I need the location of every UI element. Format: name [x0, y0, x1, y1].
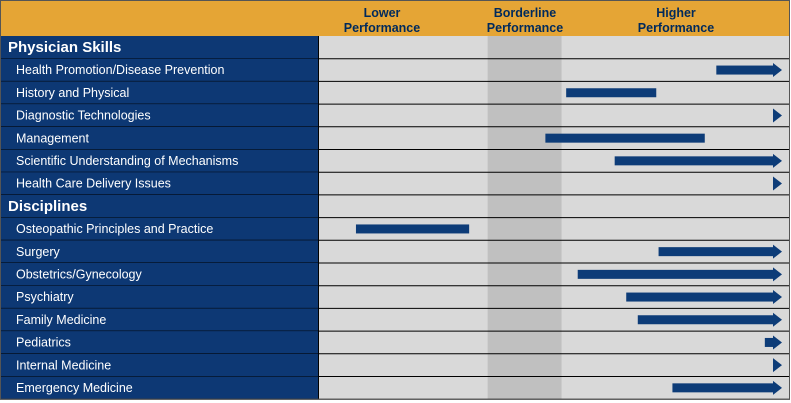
- row-label-cell: [0, 172, 318, 195]
- performance-bar: [672, 383, 773, 393]
- row-label: Management: [16, 131, 89, 145]
- performance-bar: [658, 247, 773, 257]
- section-title: Physician Skills: [8, 39, 121, 56]
- header-bar: [0, 0, 790, 36]
- row-label: Psychiatry: [16, 290, 74, 304]
- header-column-line2: Performance: [344, 21, 420, 35]
- arrow-head: [773, 63, 782, 78]
- row-label-cell: [0, 285, 318, 309]
- row-label-cell: [0, 58, 318, 82]
- row-label: Scientific Understanding of Mechanisms: [16, 154, 238, 168]
- row-label-cell: [0, 81, 318, 105]
- arrow-head: [773, 290, 782, 305]
- arrow-head: [773, 244, 782, 259]
- performance-bar: [626, 292, 773, 302]
- header-column-line1: Borderline: [494, 6, 557, 20]
- row-label: Osteopathic Principles and Practice: [16, 222, 213, 236]
- row-label: Family Medicine: [16, 313, 106, 327]
- row-label-cell: [0, 353, 318, 377]
- row-label-cell: [0, 331, 318, 354]
- row-label: Health Care Delivery Issues: [16, 177, 171, 191]
- arrow-head: [773, 108, 782, 123]
- row-label: Internal Medicine: [16, 358, 111, 372]
- row-label: Emergency Medicine: [16, 381, 133, 395]
- header-column-line1: Higher: [656, 6, 696, 20]
- row-label-cell: [0, 149, 318, 173]
- performance-bar: [614, 156, 773, 166]
- performance-bar: [355, 224, 470, 234]
- row-label-cell: [0, 308, 318, 332]
- header-column-line1: Lower: [364, 6, 401, 20]
- arrow-head: [773, 267, 782, 282]
- row-label: Health Promotion/Disease Prevention: [16, 63, 224, 77]
- arrow-head: [773, 358, 782, 373]
- header-column-line2: Performance: [487, 21, 563, 35]
- performance-bar: [716, 65, 773, 75]
- arrow-head: [773, 153, 782, 168]
- performance-bar: [566, 88, 657, 98]
- arrow-head: [773, 380, 782, 395]
- row-label: Pediatrics: [16, 336, 71, 350]
- row-label-cell: [0, 263, 318, 286]
- row-label: History and Physical: [16, 86, 129, 100]
- row-label-cell: [0, 104, 318, 127]
- performance-bar: [545, 133, 705, 143]
- section-header-cell: [0, 36, 318, 59]
- row-label: Diagnostic Technologies: [16, 109, 151, 123]
- arrow-head: [773, 312, 782, 327]
- row-label-cell: [0, 240, 318, 263]
- row-label-cell: [0, 126, 318, 150]
- section-title: Disciplines: [8, 198, 87, 215]
- arrow-head: [773, 176, 782, 191]
- performance-bar: [764, 337, 773, 347]
- row-label-cell: [0, 217, 318, 241]
- performance-bar: [577, 269, 773, 279]
- row-label: Obstetrics/Gynecology: [16, 268, 142, 282]
- header-column-line2: Performance: [638, 21, 714, 35]
- row-label-cell: [0, 376, 318, 400]
- arrow-head: [773, 335, 782, 350]
- performance-bar: [637, 315, 773, 325]
- section-header-cell: [0, 194, 318, 218]
- row-label: Surgery: [16, 245, 61, 259]
